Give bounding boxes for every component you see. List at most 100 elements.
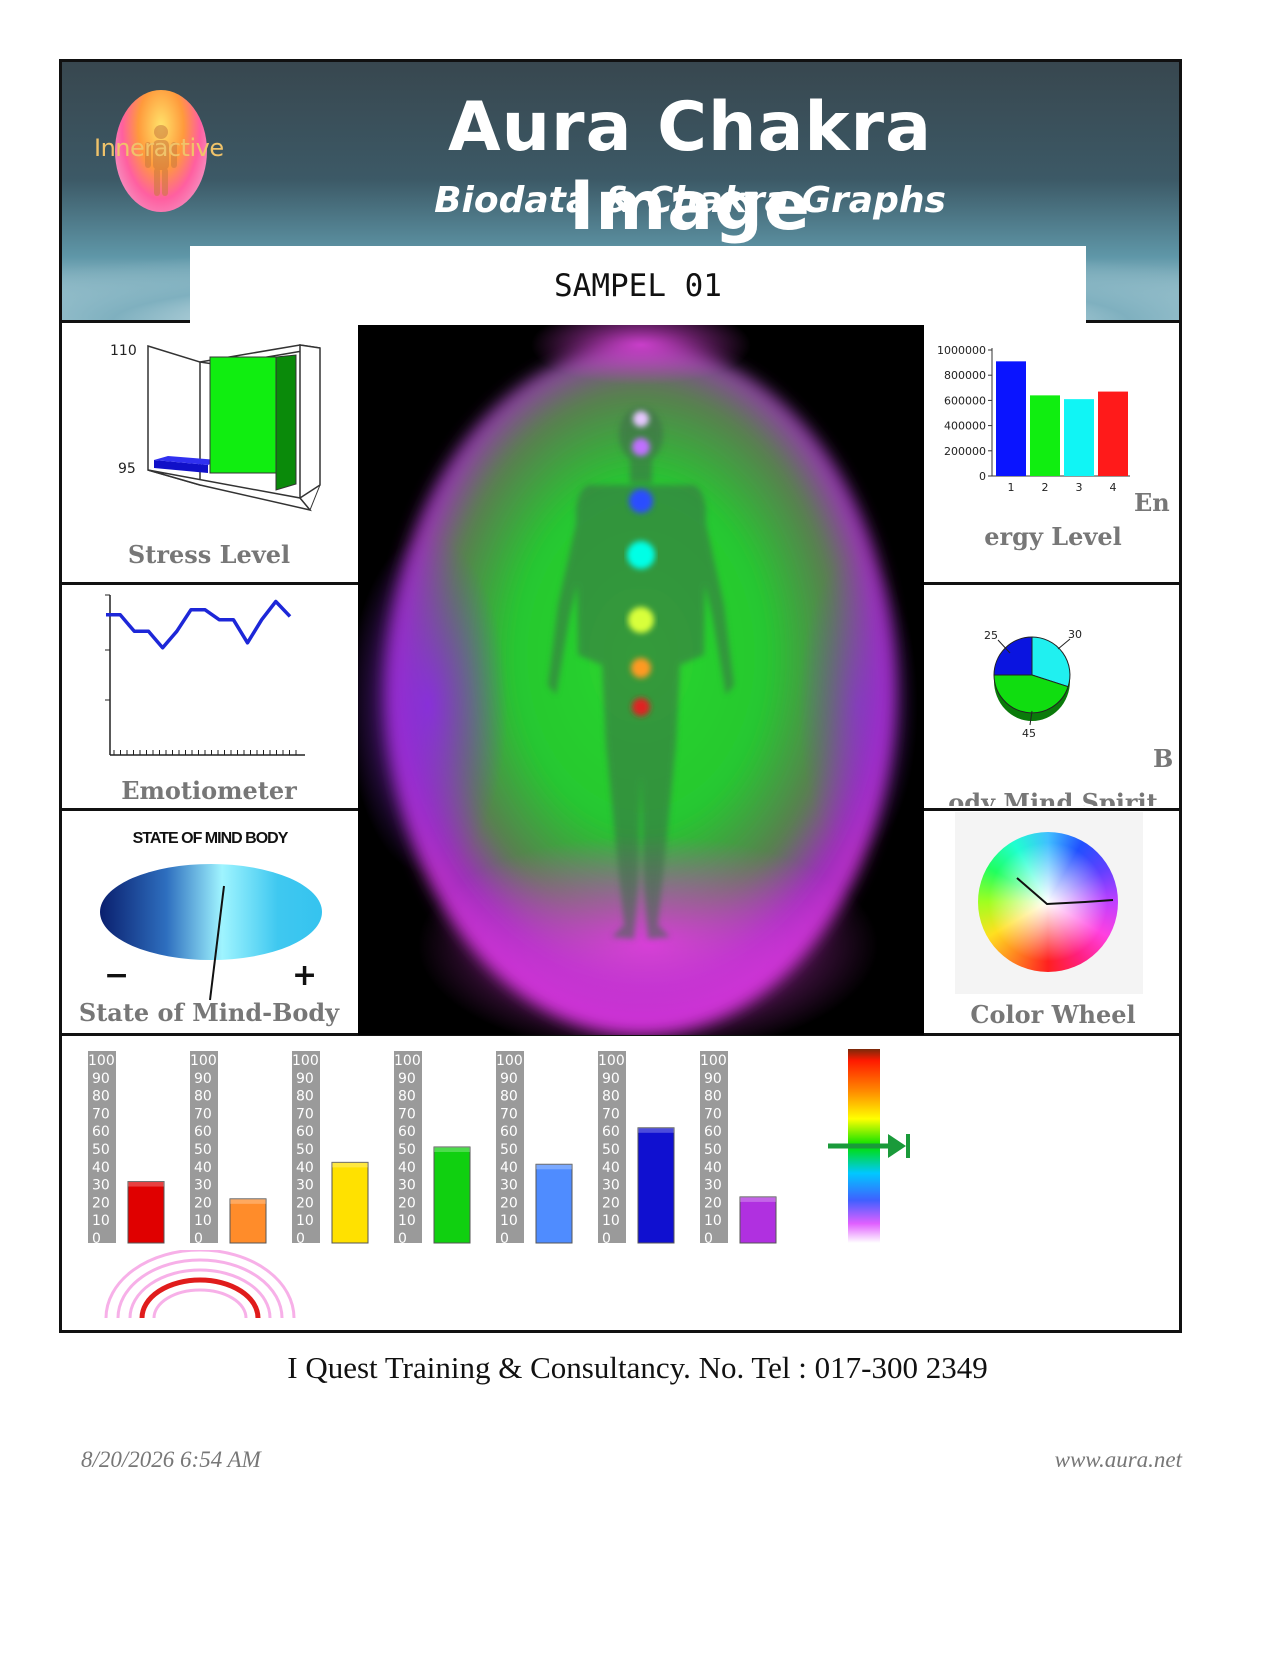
divider (924, 582, 1182, 585)
chakra-scale-label: 0 (602, 1231, 611, 1247)
pie-label: 30 (1068, 628, 1082, 641)
color-wheel-box (955, 812, 1143, 994)
gauge-needle (209, 885, 225, 1001)
chakra-scale-label: 40 (194, 1160, 212, 1176)
chakra-scale-label: 70 (92, 1106, 110, 1122)
chakra-scale-label: 20 (602, 1195, 620, 1211)
stress-level-caption: Stress Level (127, 540, 291, 569)
chakra-scale-label: 60 (92, 1124, 110, 1140)
chakra-scale-label: 10 (500, 1213, 518, 1229)
energy-level-caption-start: En (1134, 488, 1170, 517)
page-subtitle: Biodata & Chakra Graphs (434, 180, 946, 221)
energy-tick-label: 0 (979, 470, 986, 483)
energy-category-label: 3 (1076, 481, 1083, 494)
stress-bar (154, 460, 208, 473)
page-title: Aura Chakra Image (448, 88, 932, 246)
chakra-scale-label: 10 (92, 1213, 110, 1229)
chakra-scale-label: 0 (704, 1231, 713, 1247)
spectrum-arrow-icon (828, 1134, 910, 1158)
pie-slice (993, 674, 1069, 714)
chakra-scale (496, 1051, 524, 1243)
chakra-scale-label: 60 (398, 1124, 416, 1140)
chakra-scale-label: 60 (194, 1124, 212, 1140)
chakra-bar-highlight (434, 1147, 470, 1152)
body-mind-spirit-caption: ody Mind Spirit (948, 788, 1158, 806)
chakra-bar (637, 1127, 675, 1244)
energy-category-label: 1 (1008, 481, 1015, 494)
chakra-scale-label: 70 (704, 1106, 722, 1122)
aura-rings-graphic (104, 1250, 296, 1318)
divider (59, 320, 190, 323)
chakra-scale-label: 30 (398, 1178, 416, 1194)
report-date: 8/20/2026 6:54 AM (81, 1447, 261, 1472)
chakra-scale-label: 90 (194, 1071, 212, 1087)
pie-slice (1031, 636, 1071, 688)
energy-category-label: 2 (1042, 481, 1049, 494)
chakra-scale-label: 90 (602, 1071, 620, 1087)
body-mind-spirit-caption-start: B (1153, 744, 1174, 773)
color-wheel-needle (1016, 877, 1114, 906)
chakra-scale-label: 90 (296, 1071, 314, 1087)
chakra-scale-label: 30 (704, 1178, 722, 1194)
chakra-scale-label: 100 (394, 1053, 421, 1069)
chakra-bar (229, 1198, 267, 1244)
chakra-scale-label: 60 (602, 1124, 620, 1140)
plus-sign: + (292, 958, 318, 993)
spectrum-arrow-head (888, 1134, 906, 1158)
emotiometer-chart (105, 594, 305, 756)
chakra-scale-label: 20 (296, 1195, 314, 1211)
pie-slice (993, 636, 1033, 676)
chakra-bar-highlight (332, 1162, 368, 1168)
chakra-scale-label: 10 (398, 1213, 416, 1229)
chakra-scale-label: 40 (704, 1160, 722, 1176)
chakra-scale (394, 1051, 422, 1243)
chakra-scale-label: 80 (92, 1089, 110, 1105)
chakra-scale-label: 30 (296, 1178, 314, 1194)
chakra-scale-label: 30 (92, 1178, 110, 1194)
chakra-scale-label: 80 (500, 1089, 518, 1105)
chakra-scale-label: 0 (500, 1231, 509, 1247)
body-mind-spirit-caption-clip: ody Mind Spirit (924, 776, 1182, 806)
company-contact: I Quest Training & Consultancy. No. Tel … (287, 1350, 988, 1385)
chakra-scale-label: 60 (500, 1124, 518, 1140)
chakra-scale-label: 80 (398, 1089, 416, 1105)
chakra-scale-label: 90 (398, 1071, 416, 1087)
gauge-title: STATE OF MIND BODY (132, 830, 289, 847)
energy-bar (1030, 395, 1060, 476)
chakra-scale-label: 80 (704, 1089, 722, 1105)
energy-bar (1064, 399, 1094, 476)
chakra-scale-label: 70 (398, 1106, 416, 1122)
chakra-scale-label: 100 (88, 1053, 115, 1069)
chakra-scale-label: 40 (92, 1160, 110, 1176)
chakra-scale (88, 1051, 116, 1243)
chakra-scale (598, 1051, 626, 1243)
chakra-scale-label: 60 (704, 1124, 722, 1140)
energy-tick-label: 1000000 (937, 346, 986, 357)
chakra-bar (127, 1181, 165, 1244)
chakra-scale-label: 70 (194, 1106, 212, 1122)
chakra-scale-label: 40 (296, 1160, 314, 1176)
energy-level-caption: ergy Level (984, 522, 1122, 551)
pie-label: 45 (1022, 727, 1036, 740)
chakra-scale-label: 0 (92, 1231, 101, 1247)
chakra-scale-label: 20 (194, 1195, 212, 1211)
chakra-scale-label: 30 (194, 1178, 212, 1194)
chakra-scale-label: 40 (602, 1160, 620, 1176)
chakra-scale-label: 50 (602, 1142, 620, 1158)
chakra-scale (292, 1051, 320, 1243)
chakra-scale-label: 30 (602, 1178, 620, 1194)
chakra-scale-label: 70 (500, 1106, 518, 1122)
chakra-scale-label: 50 (296, 1142, 314, 1158)
chakra-bar (433, 1146, 471, 1244)
tick-label: 110 (110, 343, 137, 359)
chakra-scale-label: 30 (500, 1178, 518, 1194)
logo-text: Inneractive (94, 134, 224, 162)
stress-bar-top (154, 456, 218, 465)
website-link[interactable]: www.aura.net (1054, 1447, 1182, 1472)
divider (1086, 320, 1182, 323)
aura-figure-image (358, 325, 918, 1035)
chakra-bar (535, 1163, 573, 1244)
client-name: SAMPEL 01 (554, 268, 722, 304)
state-of-mind-body-caption: State of Mind-Body (78, 998, 340, 1027)
divider (59, 582, 359, 585)
